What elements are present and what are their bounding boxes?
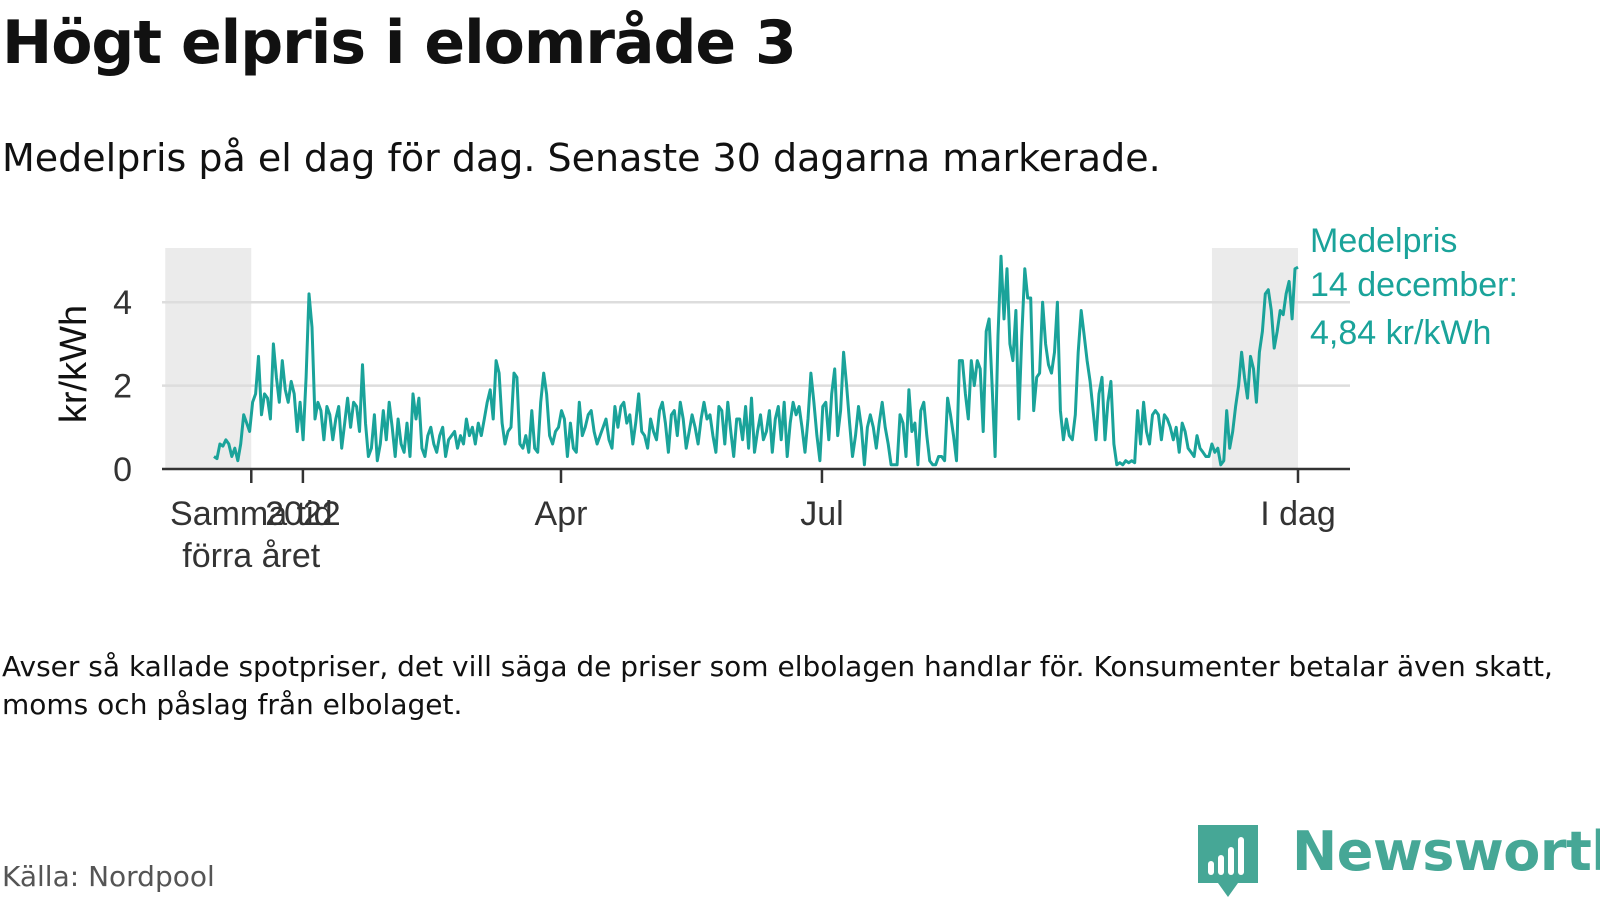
annotation-line: Medelpris — [1310, 222, 1457, 260]
electricity-price-chart: 0 2 4 Samma tid förra året 2022 Apr Jul I dag k… — [53, 222, 1518, 575]
footnote: Avser så kallade spotpriser, det vill sä… — [2, 650, 1553, 721]
y-tick-label: 4 — [113, 284, 132, 322]
x-tick-label: I dag — [1260, 495, 1336, 533]
x-tick-label: 2022 — [265, 495, 341, 533]
highlight-band-last-year — [165, 248, 252, 469]
annotation-line: 14 december: — [1310, 266, 1518, 304]
x-tick-label: förra året — [182, 537, 320, 575]
y-tick-label: 2 — [113, 368, 132, 406]
brand-name: Newsworthy — [1292, 820, 1600, 883]
x-tick-label: Apr — [535, 495, 588, 533]
y-tick-label: 0 — [113, 451, 132, 489]
price-line — [213, 254, 1299, 467]
x-tick-label: Jul — [800, 495, 843, 533]
x-tick-label: Samma tid — [170, 495, 333, 533]
annotation-line: 4,84 kr/kWh — [1310, 314, 1491, 352]
y-axis-label: kr/kWh — [53, 305, 95, 423]
chart-subtitle: Medelpris på el dag för dag. Senaste 30 … — [2, 136, 1161, 180]
chart-title: Högt elpris i elområde 3 — [2, 8, 797, 78]
newsworthy-logo-icon — [1198, 825, 1258, 897]
source-label: Källa: Nordpool — [2, 860, 215, 893]
